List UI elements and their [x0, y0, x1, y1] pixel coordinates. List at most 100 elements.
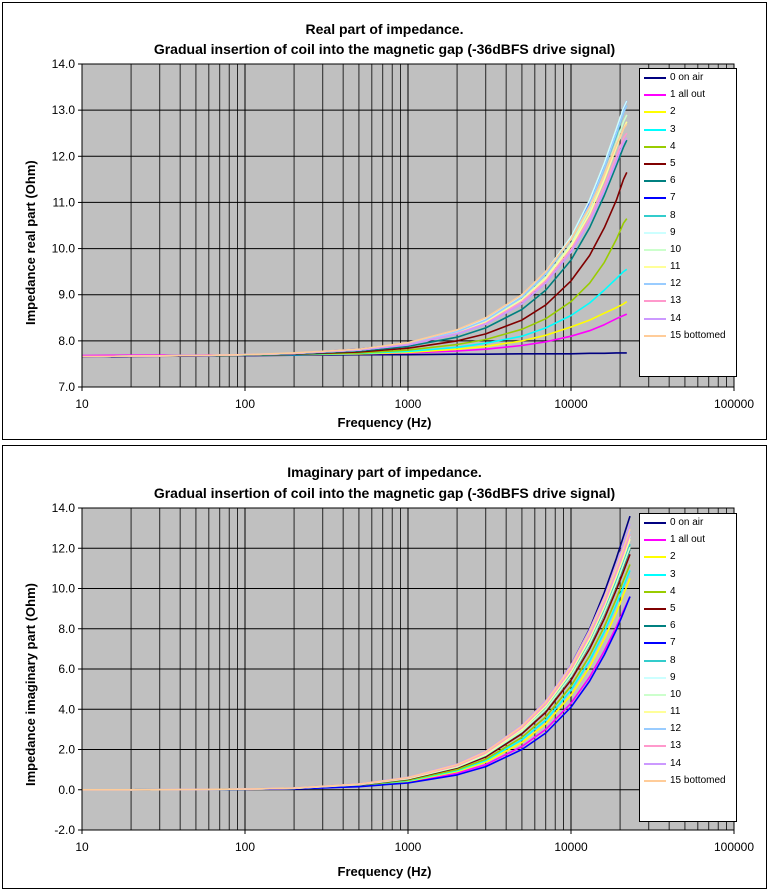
legend-swatch — [644, 214, 666, 217]
real-part-plot-area: 7.0 8.0 9.0 10.0 11.0 12.0 13.0 14.0 10 100 1000 10… — [52, 57, 755, 411]
chart-subtitle: Gradual insertion of coil into the magne… — [153, 41, 616, 57]
legend-item: 12 — [640, 275, 736, 292]
y-tick-label: 13.0 — [52, 103, 76, 117]
legend-label: 4 — [670, 585, 676, 597]
x-axis-title: Frequency (Hz) — [337, 864, 432, 879]
legend-label: 15 bottomed — [670, 329, 726, 341]
y-tick-label: -2.0 — [54, 823, 75, 837]
legend-label: 9 — [670, 226, 676, 238]
legend-swatch — [644, 180, 666, 183]
legend-item: 11 — [640, 258, 736, 275]
y-axis-title: Impedance imaginary part (Ohm) — [23, 583, 38, 786]
legend-item: 8 — [640, 207, 736, 224]
legend-item: 9 — [640, 224, 736, 241]
x-tick-label: 100 — [235, 840, 255, 854]
legend-item: 6 — [640, 617, 736, 634]
legend-swatch — [644, 693, 666, 696]
legend-swatch — [644, 248, 666, 251]
x-tick-label: 10 — [75, 397, 89, 411]
legend-item: 3 — [640, 121, 736, 138]
y-tick-label: 6.0 — [58, 662, 75, 676]
legend-label: 13 — [670, 295, 682, 307]
y-axis-title: Impedance real part (Ohm) — [23, 160, 38, 325]
y-tick-label: 8.0 — [58, 334, 75, 348]
x-tick-label: 1000 — [395, 840, 422, 854]
legend-item: 7 — [640, 634, 736, 651]
legend-swatch — [644, 711, 666, 714]
legend-swatch — [644, 231, 666, 234]
legend-swatch — [644, 556, 666, 559]
legend-label: 15 bottomed — [670, 774, 726, 786]
y-tick-label: 10.0 — [52, 242, 76, 256]
legend-label: 2 — [670, 106, 676, 118]
legend-item: 3 — [640, 566, 736, 583]
y-tick-label: 14.0 — [52, 57, 76, 71]
legend-item: 1 all out — [640, 86, 736, 103]
legend-swatch — [644, 676, 666, 679]
legend-label: 7 — [670, 192, 676, 204]
legend-label: 14 — [670, 757, 682, 769]
legend-swatch — [644, 334, 666, 337]
legend-label: 3 — [670, 123, 676, 135]
legend-label: 1 all out — [670, 534, 706, 546]
legend-swatch — [644, 625, 666, 628]
legend-label: 9 — [670, 671, 676, 683]
legend-item: 2 — [640, 548, 736, 565]
legend-swatch — [644, 128, 666, 131]
legend-label: 13 — [670, 740, 682, 752]
legend-item: 12 — [640, 720, 736, 737]
legend: 0 on air 1 all out 2 3 4 5 6 7 8 9 10 11 12 13 14 15 bo… — [639, 68, 737, 377]
legend-swatch — [644, 762, 666, 765]
legend-label: 1 all out — [670, 89, 706, 101]
legend-swatch — [644, 728, 666, 731]
legend-label: 4 — [670, 140, 676, 152]
legend-label: 2 — [670, 551, 676, 563]
legend-item: 13 — [640, 737, 736, 754]
x-tick-label: 100000 — [714, 397, 754, 411]
legend-label: 12 — [670, 723, 682, 735]
y-tick-label: 10.0 — [52, 582, 76, 596]
legend-swatch — [644, 162, 666, 165]
imaginary-part-chart: Imaginary part of impedance. Gradual ins… — [2, 445, 767, 889]
legend-label: 8 — [670, 654, 676, 666]
y-tick-label: 7.0 — [58, 380, 75, 394]
legend-label: 0 on air — [670, 72, 704, 83]
chart-title: Real part of impedance. — [305, 21, 464, 37]
legend-label: 12 — [670, 278, 682, 290]
x-tick-label: 100 — [235, 397, 255, 411]
legend-swatch — [644, 607, 666, 610]
series-line — [82, 528, 631, 791]
legend-label: 6 — [670, 175, 676, 187]
y-tick-label: 12.0 — [52, 149, 76, 163]
legend-item: 14 — [640, 310, 736, 327]
legend-item: 0 on air — [640, 514, 736, 531]
legend-item: 15 bottomed — [640, 772, 736, 789]
legend-item: 10 — [640, 241, 736, 258]
x-tick-label: 10000 — [554, 840, 588, 854]
legend-item: 4 — [640, 583, 736, 600]
y-tick-label: 11.0 — [53, 195, 76, 209]
legend-swatch — [644, 522, 666, 524]
legend-swatch — [644, 300, 666, 303]
legend-label: 11 — [670, 261, 681, 273]
legend-item: 4 — [640, 138, 736, 155]
legend-item: 1 all out — [640, 531, 736, 548]
y-tick-label: 14.0 — [52, 501, 76, 515]
y-tick-label: 2.0 — [58, 743, 75, 757]
chart-title: Imaginary part of impedance. — [287, 464, 482, 480]
legend-label: 5 — [670, 602, 676, 614]
y-tick-label: 4.0 — [58, 702, 75, 716]
legend-swatch — [644, 659, 666, 662]
legend-swatch — [644, 590, 666, 593]
legend-item: 15 bottomed — [640, 327, 736, 344]
legend-item: 6 — [640, 172, 736, 189]
legend-item: 9 — [640, 669, 736, 686]
legend-swatch — [644, 642, 666, 645]
legend-item: 10 — [640, 686, 736, 703]
legend-item: 7 — [640, 189, 736, 206]
y-tick-label: 12.0 — [52, 541, 76, 555]
legend-label: 8 — [670, 209, 676, 221]
legend-swatch — [644, 317, 666, 320]
x-tick-label: 10 — [75, 840, 89, 854]
legend-item: 14 — [640, 755, 736, 772]
